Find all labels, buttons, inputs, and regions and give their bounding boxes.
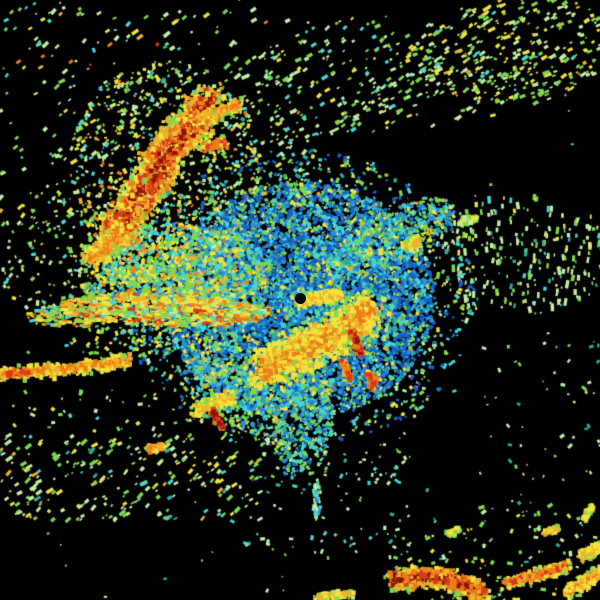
- radar-site-marker: [294, 292, 306, 304]
